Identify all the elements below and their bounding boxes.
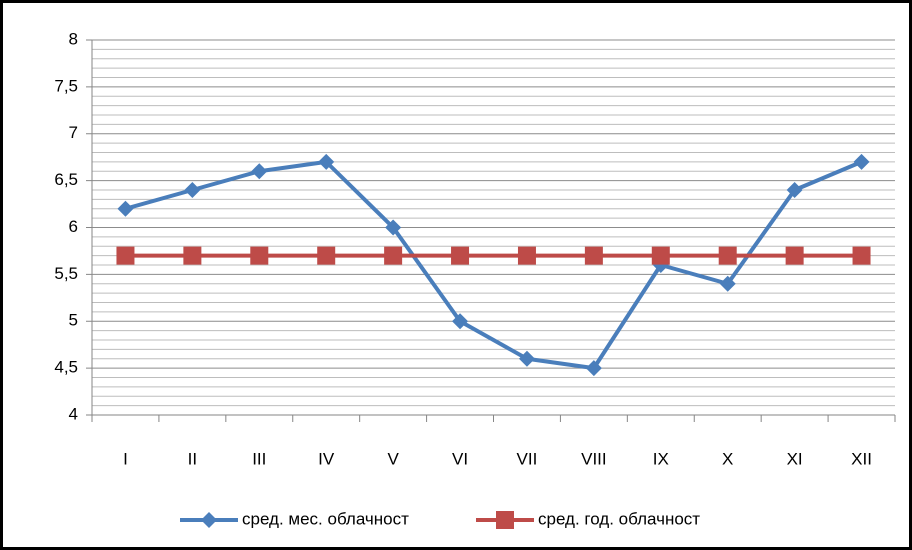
x-tick-label: III bbox=[252, 449, 266, 468]
y-tick-label: 4 bbox=[69, 404, 78, 423]
data-point bbox=[852, 246, 871, 265]
x-tick-label: I bbox=[123, 449, 128, 468]
data-point bbox=[518, 350, 535, 367]
x-tick-label: XI bbox=[787, 449, 803, 468]
data-point bbox=[786, 182, 803, 198]
x-tick-label: IV bbox=[318, 449, 335, 468]
legend-label: сред. год. облачност bbox=[538, 509, 700, 528]
x-tick-label: VI bbox=[452, 449, 468, 468]
data-point bbox=[517, 246, 536, 265]
data-point bbox=[183, 246, 202, 265]
data-point bbox=[250, 246, 269, 265]
y-tick-label: 4,5 bbox=[54, 358, 78, 377]
data-point bbox=[451, 246, 470, 265]
x-tick-label: XII bbox=[851, 449, 872, 468]
x-tick-label: VII bbox=[517, 449, 538, 468]
data-point bbox=[385, 219, 402, 236]
data-point bbox=[584, 246, 603, 265]
data-point bbox=[585, 360, 602, 377]
y-tick-label: 5 bbox=[69, 311, 78, 330]
x-tick-label: V bbox=[387, 449, 399, 468]
x-tick-label: X bbox=[722, 449, 733, 468]
y-tick-label: 6,5 bbox=[54, 170, 78, 189]
legend-marker bbox=[201, 512, 217, 528]
data-point bbox=[184, 182, 201, 198]
data-point bbox=[251, 163, 268, 180]
data-point bbox=[785, 246, 804, 265]
y-tick-label: 5,5 bbox=[54, 264, 78, 283]
data-point bbox=[384, 246, 403, 265]
data-point bbox=[651, 246, 670, 265]
y-tick-label: 7 bbox=[69, 123, 78, 142]
series-line bbox=[124, 159, 863, 371]
data-point bbox=[117, 200, 134, 217]
y-tick-label: 6 bbox=[69, 217, 78, 236]
x-tick-label: II bbox=[188, 449, 197, 468]
legend-marker bbox=[496, 511, 514, 529]
x-tick-label: IX bbox=[653, 449, 669, 468]
legend-label: сред. мес. облачност bbox=[242, 509, 409, 528]
data-point bbox=[719, 275, 736, 292]
x-tick-label: VIII bbox=[581, 449, 607, 468]
data-point bbox=[853, 153, 870, 170]
data-point bbox=[318, 153, 335, 170]
y-tick-label: 7,5 bbox=[54, 76, 78, 95]
data-point bbox=[317, 246, 336, 265]
data-point bbox=[116, 246, 135, 265]
data-point bbox=[452, 313, 469, 330]
y-tick-label: 8 bbox=[69, 29, 78, 48]
data-point bbox=[718, 246, 737, 265]
